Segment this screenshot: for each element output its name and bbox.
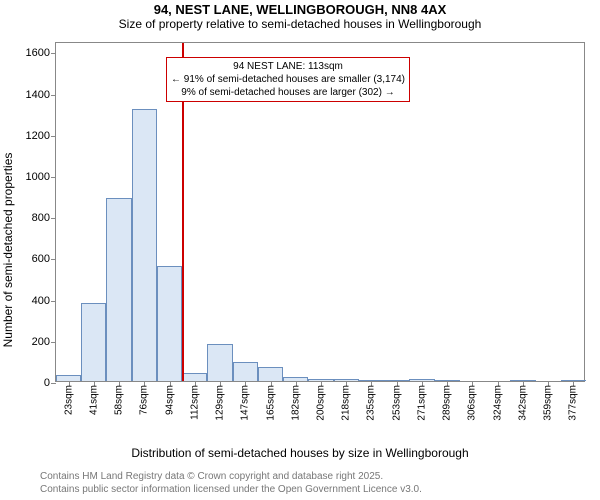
- histogram-bar: [157, 266, 182, 381]
- y-tick: [51, 383, 56, 384]
- x-tick-label: 218sqm: [341, 385, 352, 421]
- x-tick-label: 76sqm: [139, 385, 150, 415]
- plot-area: 0200400600800100012001400160023sqm41sqm5…: [55, 42, 585, 382]
- x-tick-label: 129sqm: [215, 385, 226, 421]
- y-tick: [51, 218, 56, 219]
- x-tick-label: 94sqm: [164, 385, 175, 415]
- chart-title: 94, NEST LANE, WELLINGBOROUGH, NN8 4AX S…: [0, 2, 600, 31]
- y-tick: [51, 301, 56, 302]
- annotation-box: 94 NEST LANE: 113sqm← 91% of semi-detach…: [166, 57, 410, 102]
- x-tick-label: 23sqm: [63, 385, 74, 415]
- x-tick-label: 58sqm: [114, 385, 125, 415]
- y-tick-label: 0: [44, 377, 50, 389]
- footnote-line1: Contains HM Land Registry data © Crown c…: [40, 471, 590, 484]
- histogram-bar: [258, 367, 283, 381]
- x-tick-label: 147sqm: [240, 385, 251, 421]
- x-tick-label: 182sqm: [290, 385, 301, 421]
- histogram-chart: 94, NEST LANE, WELLINGBOROUGH, NN8 4AX S…: [0, 0, 600, 500]
- x-tick-label: 271sqm: [416, 385, 427, 421]
- x-tick-label: 342sqm: [517, 385, 528, 421]
- y-tick: [51, 259, 56, 260]
- footnote-line2: Contains public sector information licen…: [40, 484, 590, 497]
- y-tick: [51, 53, 56, 54]
- histogram-bar: [207, 344, 232, 381]
- histogram-bar: [132, 109, 157, 381]
- histogram-bar: [233, 362, 258, 381]
- x-tick-label: 112sqm: [189, 385, 200, 420]
- annotation-line2: ← 91% of semi-detached houses are smalle…: [171, 73, 405, 86]
- x-axis-label: Distribution of semi-detached houses by …: [0, 446, 600, 460]
- annotation-line3: 9% of semi-detached houses are larger (3…: [171, 86, 405, 99]
- footnote: Contains HM Land Registry data © Crown c…: [40, 471, 590, 496]
- y-tick-label: 1600: [26, 47, 50, 59]
- x-tick-label: 359sqm: [543, 385, 554, 421]
- histogram-bar: [182, 373, 207, 381]
- y-axis-label: Number of semi-detached properties: [1, 153, 15, 348]
- x-tick-label: 324sqm: [492, 385, 503, 421]
- y-tick-label: 400: [32, 295, 50, 307]
- y-tick: [51, 342, 56, 343]
- x-tick-label: 377sqm: [568, 385, 579, 421]
- y-tick-label: 1200: [26, 130, 50, 142]
- y-tick-label: 800: [32, 212, 50, 224]
- annotation-line1: 94 NEST LANE: 113sqm: [171, 60, 405, 73]
- y-tick-label: 200: [32, 336, 50, 348]
- x-tick-label: 41sqm: [88, 385, 99, 415]
- y-tick: [51, 136, 56, 137]
- y-tick-label: 600: [32, 253, 50, 265]
- histogram-bar: [106, 198, 131, 381]
- y-tick-label: 1400: [26, 89, 50, 101]
- x-tick-label: 235sqm: [366, 385, 377, 421]
- x-tick-label: 200sqm: [316, 385, 327, 421]
- title-line2: Size of property relative to semi-detach…: [0, 17, 600, 31]
- x-tick-label: 289sqm: [442, 385, 453, 421]
- histogram-bar: [81, 303, 106, 381]
- y-tick: [51, 95, 56, 96]
- x-tick-label: 253sqm: [391, 385, 402, 421]
- title-line1: 94, NEST LANE, WELLINGBOROUGH, NN8 4AX: [0, 2, 600, 17]
- x-tick-label: 306sqm: [467, 385, 478, 421]
- y-tick: [51, 177, 56, 178]
- x-tick-label: 165sqm: [265, 385, 276, 421]
- y-tick-label: 1000: [26, 171, 50, 183]
